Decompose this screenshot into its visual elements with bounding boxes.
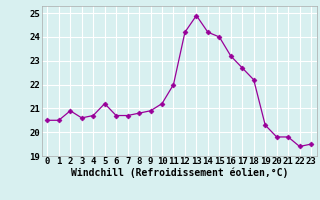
X-axis label: Windchill (Refroidissement éolien,°C): Windchill (Refroidissement éolien,°C) bbox=[70, 168, 288, 178]
